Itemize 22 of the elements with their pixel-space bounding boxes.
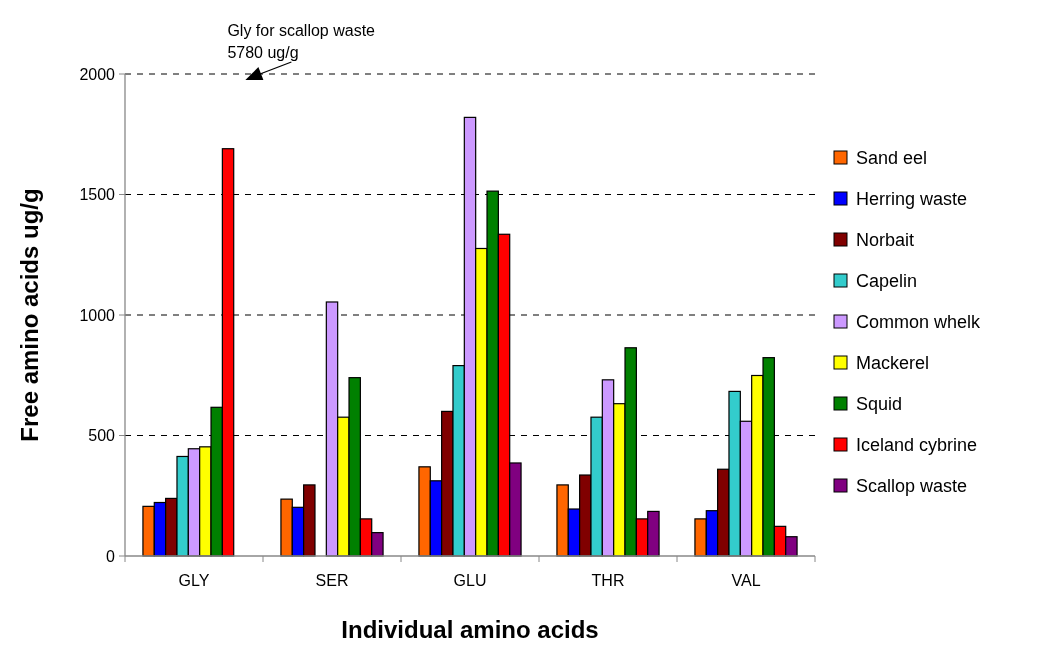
legend-label: Mackerel <box>856 353 930 374</box>
legend-label: Squid <box>856 394 903 415</box>
y-tick-label: 1500 <box>79 186 116 204</box>
legend-label: Iceland cybrine <box>856 435 978 456</box>
legend-label: Scallop waste <box>856 476 968 497</box>
legend-label: Norbait <box>856 230 915 251</box>
y-axis-title: Free amino acids ug/g <box>16 188 43 442</box>
legend-label: Sand eel <box>856 148 928 169</box>
text: Gly for scallop waste 5780 ug/g <box>227 22 376 61</box>
legend-label: Capelin <box>856 271 918 292</box>
x-tick-label: GLY <box>178 572 210 589</box>
y-tick-label: 0 <box>106 547 116 565</box>
y-tick-label: 500 <box>88 427 116 445</box>
x-tick-label: VAL <box>731 572 761 589</box>
x-tick-label: SER <box>315 572 349 589</box>
x-axis-title: Individual amino acids <box>341 616 599 643</box>
y-tick-label: 2000 <box>79 65 116 83</box>
y-tick-label: 1000 <box>79 306 116 324</box>
legend-label: Herring waste <box>856 189 968 210</box>
legend-label: Common whelk <box>856 312 982 333</box>
x-tick-label: GLU <box>453 572 487 589</box>
x-tick-label: THR <box>591 572 625 589</box>
